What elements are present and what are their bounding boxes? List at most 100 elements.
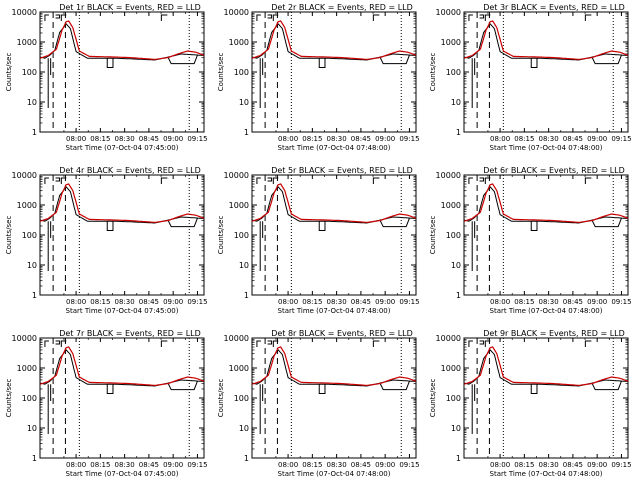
- events-dropout-spike: [259, 221, 264, 271]
- panel-title: Det 2r BLACK = Events, RED = LLD: [271, 3, 413, 12]
- events-dropout-spike: [259, 384, 264, 434]
- x-tick-label: 09:15: [611, 298, 631, 306]
- events-series-line: [463, 349, 629, 387]
- y-tick-label: 10000: [224, 171, 249, 180]
- y-tick-label: 100: [446, 394, 461, 403]
- events-dropout-box: [106, 384, 114, 394]
- plot-frame: [251, 11, 417, 133]
- panel-det-6r: Det 6r BLACK = Events, RED = LLD 1 10 100 10…: [429, 166, 632, 315]
- x-tick-label: 08:45: [563, 461, 583, 469]
- x-tick-label: 08:00: [66, 461, 86, 469]
- x-tick-label: 09:15: [187, 135, 207, 143]
- panel-title: Det 5r BLACK = Events, RED = LLD: [271, 166, 413, 175]
- events-series-line: [251, 349, 417, 387]
- x-tick-label: 08:15: [302, 135, 322, 143]
- y-tick-label: 100: [22, 394, 37, 403]
- x-tick-label: 08:30: [539, 461, 559, 469]
- y-tick-label: 10000: [436, 334, 461, 343]
- y-tick-label: 1000: [229, 201, 249, 210]
- panel-det-8r: Det 8r BLACK = Events, RED = LLD 1 10 100 10…: [217, 329, 420, 478]
- x-tick-label: 08:00: [66, 298, 86, 306]
- x-axis-label: Start Time (07-Oct-04 07:45:00): [66, 307, 179, 315]
- y-tick-label: 1: [456, 128, 461, 137]
- segment-bracket-marks: [44, 177, 67, 184]
- segment-bracket-marks: [468, 177, 491, 184]
- events-dropout-box: [530, 58, 538, 68]
- events-series-line: [39, 23, 205, 61]
- y-tick-label: 10: [239, 261, 249, 270]
- panel-det-5r: Det 5r BLACK = Events, RED = LLD 1 10 100 10…: [217, 166, 420, 315]
- y-tick-label: 1000: [441, 38, 461, 47]
- y-tick-label: 10: [27, 261, 37, 270]
- x-tick-label: 08:45: [563, 135, 583, 143]
- y-tick-label: 10: [239, 98, 249, 107]
- events-series-line: [463, 23, 629, 61]
- events-dropout-box: [106, 221, 114, 231]
- x-tick-label: 08:15: [514, 298, 534, 306]
- y-tick-label: 1: [32, 454, 37, 463]
- events-dropout-box: [379, 381, 410, 391]
- x-tick-label: 09:15: [399, 461, 419, 469]
- segment-bracket-mark: [584, 177, 592, 184]
- y-tick-label: 100: [22, 68, 37, 77]
- panel-det-1r: Det 1r BLACK = Events, RED = LLD 1 10 100 10…: [5, 3, 208, 152]
- events-series-line: [463, 186, 629, 224]
- x-tick-label: 08:30: [539, 135, 559, 143]
- x-tick-label: 08:00: [278, 298, 298, 306]
- lld-series-line: [463, 346, 629, 387]
- panel-title: Det 1r BLACK = Events, RED = LLD: [59, 3, 201, 12]
- x-axis-label: Start Time (07-Oct-04 07:48:00): [490, 470, 603, 478]
- y-axis-label: Counts/sec: [429, 216, 437, 255]
- x-tick-label: 08:30: [327, 298, 347, 306]
- y-tick-label: 1000: [229, 38, 249, 47]
- events-series-line: [39, 186, 205, 224]
- y-axis-label: Counts/sec: [217, 53, 225, 92]
- x-tick-label: 08:45: [563, 298, 583, 306]
- x-tick-label: 09:15: [187, 298, 207, 306]
- y-tick-label: 1000: [17, 38, 37, 47]
- y-tick-label: 10: [451, 261, 461, 270]
- panel-title: Det 3r BLACK = Events, RED = LLD: [483, 3, 625, 12]
- panel-det-2r: Det 2r BLACK = Events, RED = LLD 1 10 100 10…: [217, 3, 420, 152]
- y-tick-label: 100: [446, 231, 461, 240]
- lld-series-line: [39, 183, 205, 224]
- y-tick-label: 10: [27, 98, 37, 107]
- y-tick-label: 100: [22, 231, 37, 240]
- x-tick-label: 09:00: [163, 135, 183, 143]
- y-tick-label: 1: [456, 291, 461, 300]
- events-dropout-spike: [471, 221, 476, 271]
- y-tick-label: 10000: [436, 171, 461, 180]
- x-tick-label: 09:15: [399, 298, 419, 306]
- y-axis-label: Counts/sec: [5, 53, 13, 92]
- panel-title: Det 8r BLACK = Events, RED = LLD: [271, 329, 413, 338]
- plot-frame: [39, 11, 205, 133]
- x-tick-label: 08:30: [115, 461, 135, 469]
- y-tick-label: 1: [244, 454, 249, 463]
- x-tick-label: 09:00: [587, 461, 607, 469]
- y-tick-label: 1000: [441, 201, 461, 210]
- plot-frame: [251, 337, 417, 459]
- x-tick-label: 09:00: [163, 298, 183, 306]
- segment-bracket-marks: [256, 14, 279, 21]
- x-tick-label: 08:15: [90, 135, 110, 143]
- segment-bracket-mark: [160, 177, 168, 184]
- lld-series-line: [251, 346, 417, 387]
- events-series-line: [39, 349, 205, 387]
- x-tick-label: 08:00: [278, 135, 298, 143]
- events-dropout-box: [318, 221, 326, 231]
- lld-series-line: [251, 20, 417, 61]
- segment-bracket-marks: [256, 340, 279, 347]
- segment-bracket-mark: [372, 177, 380, 184]
- panel-det-4r: Det 4r BLACK = Events, RED = LLD 1 10 100 10…: [5, 166, 208, 315]
- events-dropout-box: [591, 55, 622, 65]
- y-tick-label: 1: [32, 291, 37, 300]
- plot-frame: [251, 174, 417, 296]
- events-dropout-box: [167, 381, 198, 391]
- events-dropout-box: [379, 55, 410, 65]
- segment-bracket-marks: [44, 14, 67, 21]
- x-tick-label: 08:45: [351, 461, 371, 469]
- panel-title: Det 9r BLACK = Events, RED = LLD: [483, 329, 625, 338]
- x-tick-label: 08:45: [139, 298, 159, 306]
- segment-bracket-marks: [468, 14, 491, 21]
- x-tick-label: 09:15: [611, 135, 631, 143]
